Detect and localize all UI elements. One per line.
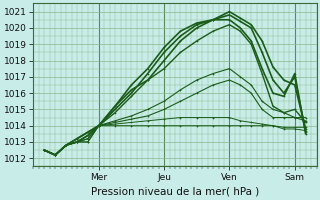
X-axis label: Pression niveau de la mer( hPa ): Pression niveau de la mer( hPa ) — [91, 187, 259, 197]
